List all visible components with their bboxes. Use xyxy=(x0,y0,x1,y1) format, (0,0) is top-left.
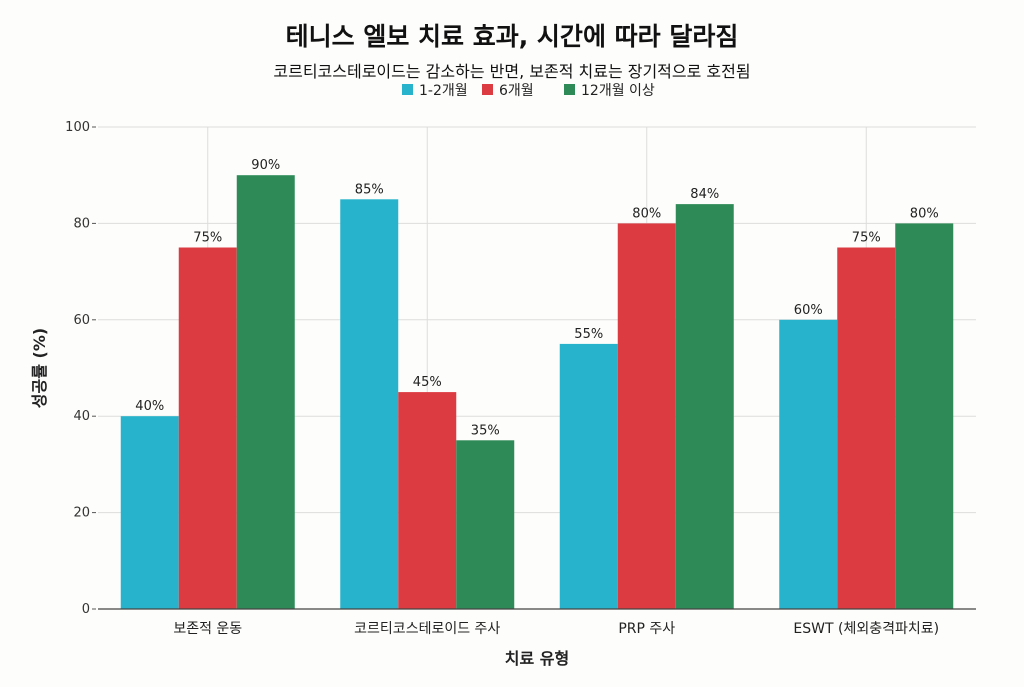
data-label: 80% xyxy=(910,206,939,221)
bar xyxy=(675,204,734,609)
data-label: 85% xyxy=(355,182,384,197)
bar xyxy=(559,343,618,609)
y-tick-label: 100 xyxy=(65,120,90,135)
bar xyxy=(779,319,838,609)
data-label: 84% xyxy=(690,187,719,202)
legend-swatch xyxy=(482,84,493,95)
y-tick-label: 60 xyxy=(73,313,90,328)
legend: 1-2개월 6개월 12개월 이상 xyxy=(402,83,655,99)
data-label: 45% xyxy=(413,375,442,390)
chart-title: 테니스 엘보 치료 효과, 시간에 따라 달라짐 xyxy=(286,22,739,51)
data-label: 40% xyxy=(135,399,164,414)
data-label: 90% xyxy=(251,158,280,173)
y-tick-label: 20 xyxy=(73,506,90,521)
bar xyxy=(178,247,237,609)
legend-label: 6개월 xyxy=(499,83,534,99)
y-axis-label: 성공률 (%) xyxy=(30,328,49,408)
data-label: 80% xyxy=(632,206,661,221)
data-label: 75% xyxy=(852,231,881,246)
bars xyxy=(120,175,954,610)
data-label: 75% xyxy=(193,231,222,246)
bar xyxy=(837,247,896,609)
legend-label: 1-2개월 xyxy=(419,83,468,99)
bar xyxy=(340,199,399,610)
bar xyxy=(895,223,954,609)
bar xyxy=(120,416,179,609)
data-label: 60% xyxy=(794,303,823,318)
data-label: 35% xyxy=(471,423,500,438)
x-tick-label: 코르티코스테로이드 주사 xyxy=(354,621,500,637)
bar xyxy=(456,440,515,609)
y-tick-label: 80 xyxy=(73,216,90,231)
legend-swatch xyxy=(564,84,575,95)
y-tick-label: 40 xyxy=(73,409,90,424)
x-tick-label: PRP 주사 xyxy=(618,621,675,637)
bar xyxy=(398,392,457,609)
legend-swatch xyxy=(402,84,413,95)
bar xyxy=(236,175,295,609)
y-tick-label: 0 xyxy=(82,602,90,617)
axes: 0 20 40 60 80 100 보존적 운동 코르티코스테로이드 주사 PRP 주사 ESWT… xyxy=(65,120,976,637)
legend-label: 12개월 이상 xyxy=(581,83,655,99)
x-tick-label: ESWT (체외충격파치료) xyxy=(793,621,939,637)
bar xyxy=(617,223,676,609)
x-axis-label: 치료 유형 xyxy=(505,649,569,668)
data-labels: 40% 85% 55% 60% 75% 45% 80% 75% 90% 35% 84% 80% xyxy=(135,158,938,438)
chart-subtitle: 코르티코스테로이드는 감소하는 반면, 보존적 치료는 장기적으로 호전됨 xyxy=(273,62,750,81)
x-tick-label: 보존적 운동 xyxy=(173,621,242,637)
data-label: 55% xyxy=(574,327,603,342)
